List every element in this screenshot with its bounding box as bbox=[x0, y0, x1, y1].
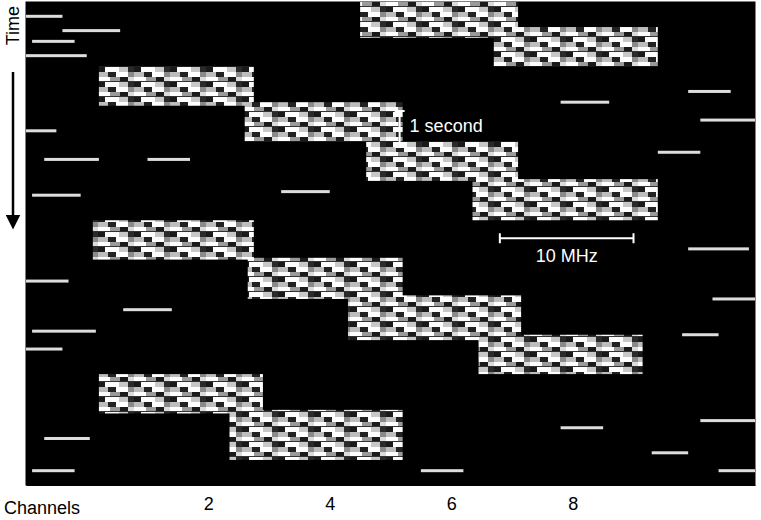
noise-dash bbox=[421, 469, 464, 472]
burst bbox=[93, 220, 254, 259]
noise-dash bbox=[26, 54, 87, 57]
duration-bracket bbox=[395, 111, 405, 147]
noise-dash bbox=[700, 419, 755, 422]
noise-dash bbox=[32, 40, 75, 43]
x-axis-title: Channels bbox=[4, 498, 80, 518]
bandwidth-bracket bbox=[500, 233, 634, 243]
noise-dash bbox=[658, 151, 701, 154]
noise-dash bbox=[719, 469, 755, 472]
x-tick: 6 bbox=[447, 485, 457, 514]
x-tick: 8 bbox=[568, 485, 578, 514]
burst bbox=[348, 295, 521, 340]
y-axis-title: Time bbox=[3, 6, 23, 45]
x-tick-label: 2 bbox=[204, 494, 214, 514]
noise-dash bbox=[712, 297, 755, 300]
annotations: 1 second 10 MHz bbox=[395, 111, 634, 266]
burst bbox=[473, 179, 658, 220]
noise-dash bbox=[44, 158, 99, 161]
noise-dash bbox=[652, 451, 688, 454]
x-tick-label: 8 bbox=[568, 494, 578, 514]
burst bbox=[479, 335, 643, 374]
x-axis: 2 4 6 8 bbox=[27, 485, 756, 514]
noise-dash bbox=[682, 333, 718, 336]
noise-dash bbox=[32, 330, 96, 333]
noise-dash bbox=[688, 247, 749, 250]
noise-dash bbox=[148, 158, 191, 161]
plot: 1 second 10 MHz 2 4 6 8 bbox=[26, 2, 756, 514]
noise-dash bbox=[688, 90, 731, 93]
noise-dash bbox=[700, 119, 755, 122]
x-axis-line bbox=[27, 485, 756, 486]
noise-dash bbox=[123, 308, 172, 311]
noise-dash bbox=[32, 469, 75, 472]
noise-dash bbox=[62, 29, 120, 32]
noise-dash bbox=[44, 437, 90, 440]
annotation-label: 10 MHz bbox=[536, 246, 598, 266]
x-tick: 2 bbox=[204, 485, 214, 514]
time-arrow bbox=[12, 72, 15, 222]
burst bbox=[494, 27, 658, 66]
noise-dash bbox=[26, 280, 69, 283]
noise-dash bbox=[32, 194, 81, 197]
noise-dash bbox=[26, 15, 62, 18]
marks bbox=[26, 2, 755, 472]
noise-dash bbox=[26, 348, 62, 351]
burst bbox=[248, 258, 403, 299]
noise-dash bbox=[26, 129, 56, 132]
chart: 1 second 10 MHz 2 4 6 8 Channels Time bbox=[0, 0, 761, 520]
x-tick-label: 6 bbox=[447, 494, 457, 514]
burst bbox=[245, 102, 403, 141]
annotation-label: 1 second bbox=[410, 116, 483, 136]
burst bbox=[99, 66, 254, 105]
x-tick-label: 4 bbox=[325, 494, 335, 514]
plot-background bbox=[26, 2, 755, 485]
burst bbox=[230, 410, 403, 460]
noise-dash bbox=[281, 190, 330, 193]
noise-dash bbox=[561, 426, 604, 429]
x-tick: 4 bbox=[325, 485, 335, 514]
burst bbox=[366, 142, 518, 181]
burst bbox=[99, 374, 263, 413]
noise-dash bbox=[561, 101, 610, 104]
